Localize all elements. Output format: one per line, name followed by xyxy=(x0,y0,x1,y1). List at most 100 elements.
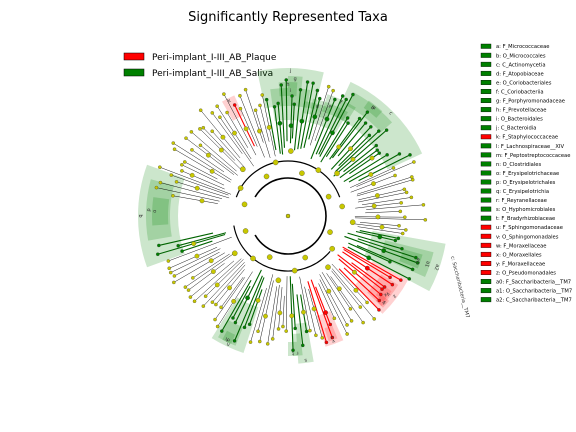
internal-node xyxy=(330,130,335,136)
branch xyxy=(214,277,246,320)
internal-node xyxy=(277,310,283,316)
leaf-node xyxy=(172,147,177,151)
leaf-node xyxy=(215,324,220,329)
leaf-node xyxy=(247,322,252,327)
leaf-node xyxy=(358,305,363,309)
leaf-node xyxy=(377,308,381,312)
branch xyxy=(357,238,417,259)
sector-label: d xyxy=(315,104,320,111)
leaf-node xyxy=(198,143,203,148)
branch xyxy=(205,259,244,297)
leaf-node xyxy=(238,106,243,111)
branch xyxy=(331,263,368,303)
branch xyxy=(157,233,226,255)
internal-node xyxy=(243,126,249,132)
leaf-node xyxy=(225,110,229,115)
leaf-node xyxy=(291,348,295,352)
legend-label-plaque: Peri-implant_I-III_AB_Plaque xyxy=(152,53,277,63)
leaf-node xyxy=(293,326,297,331)
internal-node xyxy=(242,228,249,234)
leaf-node xyxy=(348,307,353,311)
clade-key-label: m: F_Peptostreptococcaceae xyxy=(496,153,570,159)
leaf-node xyxy=(276,327,281,331)
internal-node xyxy=(327,229,333,235)
internal-node xyxy=(364,265,370,271)
branch xyxy=(319,274,348,326)
leaf-node xyxy=(171,141,176,145)
branch xyxy=(174,149,231,183)
leaf-node xyxy=(399,278,403,282)
internal-node xyxy=(263,313,268,319)
branch xyxy=(366,204,424,210)
branch xyxy=(296,294,304,346)
leaf-node xyxy=(265,342,270,346)
branch xyxy=(350,223,406,231)
internal-node xyxy=(218,147,224,153)
branch xyxy=(160,182,223,199)
leaf-node xyxy=(375,148,379,152)
leaf-node xyxy=(188,295,193,299)
branch xyxy=(319,94,354,157)
leaf-node xyxy=(365,300,369,305)
clade-key-label: f: C_Coriobacteriia xyxy=(496,89,544,95)
leaf-node xyxy=(284,329,288,333)
internal-node xyxy=(232,130,237,136)
branch xyxy=(190,260,235,298)
internal-node xyxy=(375,214,381,220)
branch xyxy=(200,145,238,176)
leaf-node xyxy=(166,259,171,263)
clade-key-label: d: F_Atopobiaceae xyxy=(496,71,544,77)
sector-label: g xyxy=(293,76,296,82)
internal-node xyxy=(232,250,238,257)
sector-label: t xyxy=(292,350,294,356)
internal-node xyxy=(189,172,195,178)
legend-label-saliva: Peri-implant_I-III_AB_Saliva xyxy=(152,69,273,79)
branch xyxy=(299,276,311,331)
internal-node xyxy=(366,255,372,261)
internal-node xyxy=(369,155,375,161)
leaf-node xyxy=(346,121,350,125)
leaf-node xyxy=(272,105,277,109)
clade-key-label: l: F_Lachnospiraceae__XIV xyxy=(496,144,565,150)
leaf-node xyxy=(169,173,174,177)
clade-key-swatch xyxy=(480,79,492,85)
leaf-node xyxy=(365,110,370,114)
sector-label: x xyxy=(382,292,389,298)
branch xyxy=(173,142,232,181)
clade-key-label: v: O_Sphingomonadales xyxy=(496,234,559,240)
branch xyxy=(185,251,237,288)
leaf-node xyxy=(380,287,384,291)
root-node xyxy=(285,213,291,219)
leaf-node xyxy=(189,130,194,134)
internal-node xyxy=(336,144,342,150)
clade-key-label: x: O_Moraxellales xyxy=(496,252,542,258)
leaf-node xyxy=(403,215,407,219)
leaf-node xyxy=(201,126,206,130)
leaf-node xyxy=(326,84,331,89)
leaf-node xyxy=(213,317,217,322)
clade-key-label: t: F_Bradyrhizobiaceae xyxy=(496,216,555,222)
clade-key-label: y: F_Moraxellaceae xyxy=(496,261,545,267)
leaf-node xyxy=(391,166,396,170)
branch xyxy=(171,174,229,196)
branch xyxy=(310,99,336,160)
leaf-node xyxy=(281,324,285,329)
branch xyxy=(203,262,245,307)
clade-key-label: z: O_Pseudomonadales xyxy=(496,270,556,276)
leaf-node xyxy=(210,111,215,115)
leaf-node xyxy=(158,165,162,169)
clade-key-swatch xyxy=(480,170,492,176)
internal-node xyxy=(220,134,226,140)
branch xyxy=(212,112,243,154)
leaf-node xyxy=(349,319,354,323)
sector-label: r xyxy=(295,350,298,356)
leaf-node xyxy=(253,108,258,113)
leaf-node xyxy=(290,94,294,98)
leaf-node xyxy=(180,163,184,167)
leaf-node xyxy=(345,116,350,120)
branch xyxy=(342,246,402,281)
class-arc xyxy=(235,160,341,198)
branch xyxy=(348,153,400,183)
sector-label: c xyxy=(387,110,393,116)
leaf-node xyxy=(384,128,389,132)
